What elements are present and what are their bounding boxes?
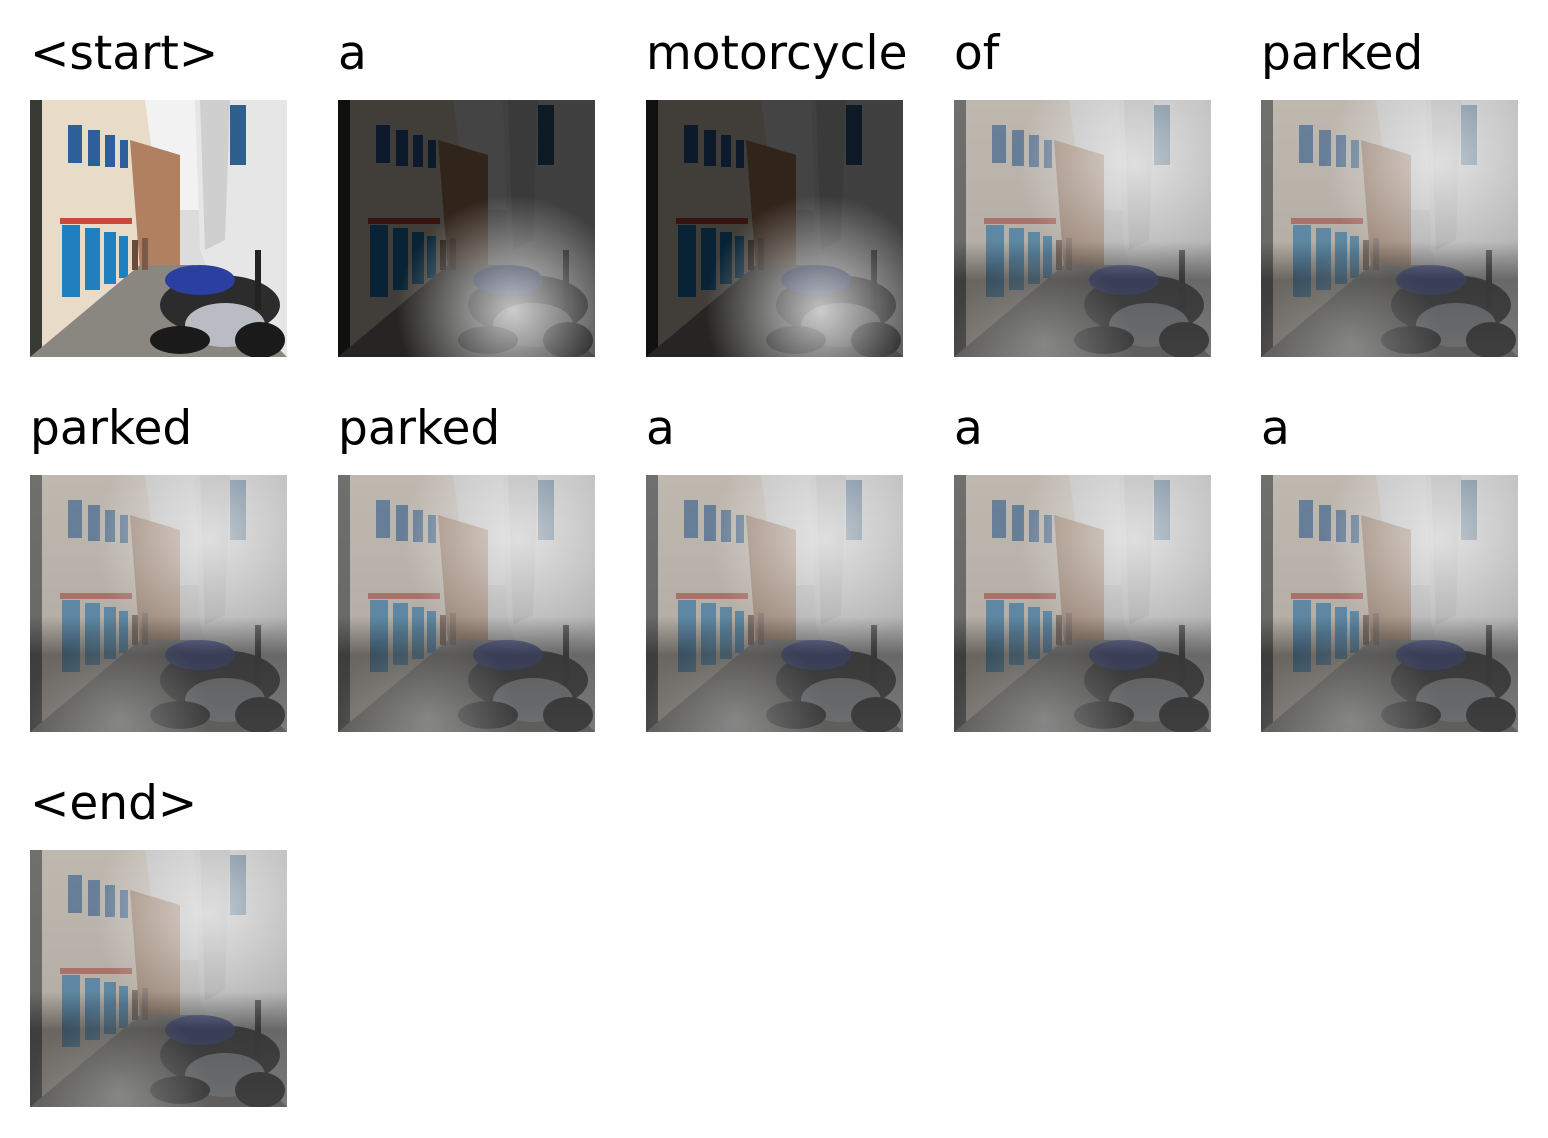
token-word: a [338, 26, 367, 81]
token-word: a [954, 401, 983, 456]
attention-image [954, 475, 1211, 732]
token-word: parked [338, 401, 501, 456]
token-word: parked [30, 401, 193, 456]
attention-image [1261, 475, 1518, 732]
token-word: a [646, 401, 675, 456]
attention-image [646, 475, 903, 732]
attention-image [338, 100, 595, 357]
attention-image [338, 475, 595, 732]
token-word: a [1261, 401, 1290, 456]
token-word: <start> [30, 26, 219, 81]
token-word: of [954, 26, 1000, 81]
attention-image [1261, 100, 1518, 357]
attention-image [30, 850, 287, 1107]
token-word: parked [1261, 26, 1424, 81]
token-word: motorcycle [646, 26, 908, 81]
attention-image [30, 100, 287, 357]
token-word: <end> [30, 776, 198, 831]
attention-image [30, 475, 287, 732]
attention-image [954, 100, 1211, 357]
attention-image [646, 100, 903, 357]
